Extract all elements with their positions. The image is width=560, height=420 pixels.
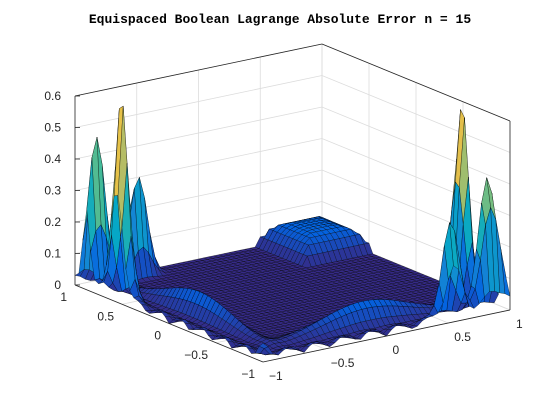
x-tick-label: 0.5 xyxy=(454,330,471,344)
z-tick-label: 0 xyxy=(54,278,61,292)
y-tick-label: 1 xyxy=(60,290,67,304)
z-gridline xyxy=(74,106,511,185)
axes-front-box xyxy=(74,43,511,363)
chart-title: Equispaced Boolean Lagrange Absolute Err… xyxy=(89,12,471,27)
y-tick-label: 0.5 xyxy=(97,309,114,323)
z-tick-label: 0.4 xyxy=(44,152,61,166)
axis-edge xyxy=(74,43,323,97)
z-tick-label: 0.1 xyxy=(44,247,61,261)
axis-edge xyxy=(262,309,511,363)
y-tick-label: −0.5 xyxy=(184,348,208,362)
axis-edge xyxy=(74,284,264,363)
z-tick-label: 0.5 xyxy=(44,121,61,135)
x-tick-label: −0.5 xyxy=(331,356,355,370)
z-gridline xyxy=(74,75,511,153)
x-tick-label: 1 xyxy=(516,317,523,331)
surface-patch xyxy=(258,343,269,349)
z-tick-label: 0.3 xyxy=(44,184,61,198)
x-tick-label: −1 xyxy=(269,369,283,383)
error-surface xyxy=(74,105,511,356)
y-tick-label: 0 xyxy=(154,329,161,343)
axis-edge xyxy=(321,43,511,122)
z-tick-label: 0.6 xyxy=(44,89,61,103)
x-tick-label: 0 xyxy=(393,343,400,357)
z-tick-label: 0.2 xyxy=(44,215,61,229)
y-tick-label: −1 xyxy=(241,367,255,381)
tick-labels: 0 0.1 0.2 0.3 0.4 0.5 0.6 −1 −0.5 0 0.5 1 −1 −0.5 0 0.5… xyxy=(44,89,523,383)
